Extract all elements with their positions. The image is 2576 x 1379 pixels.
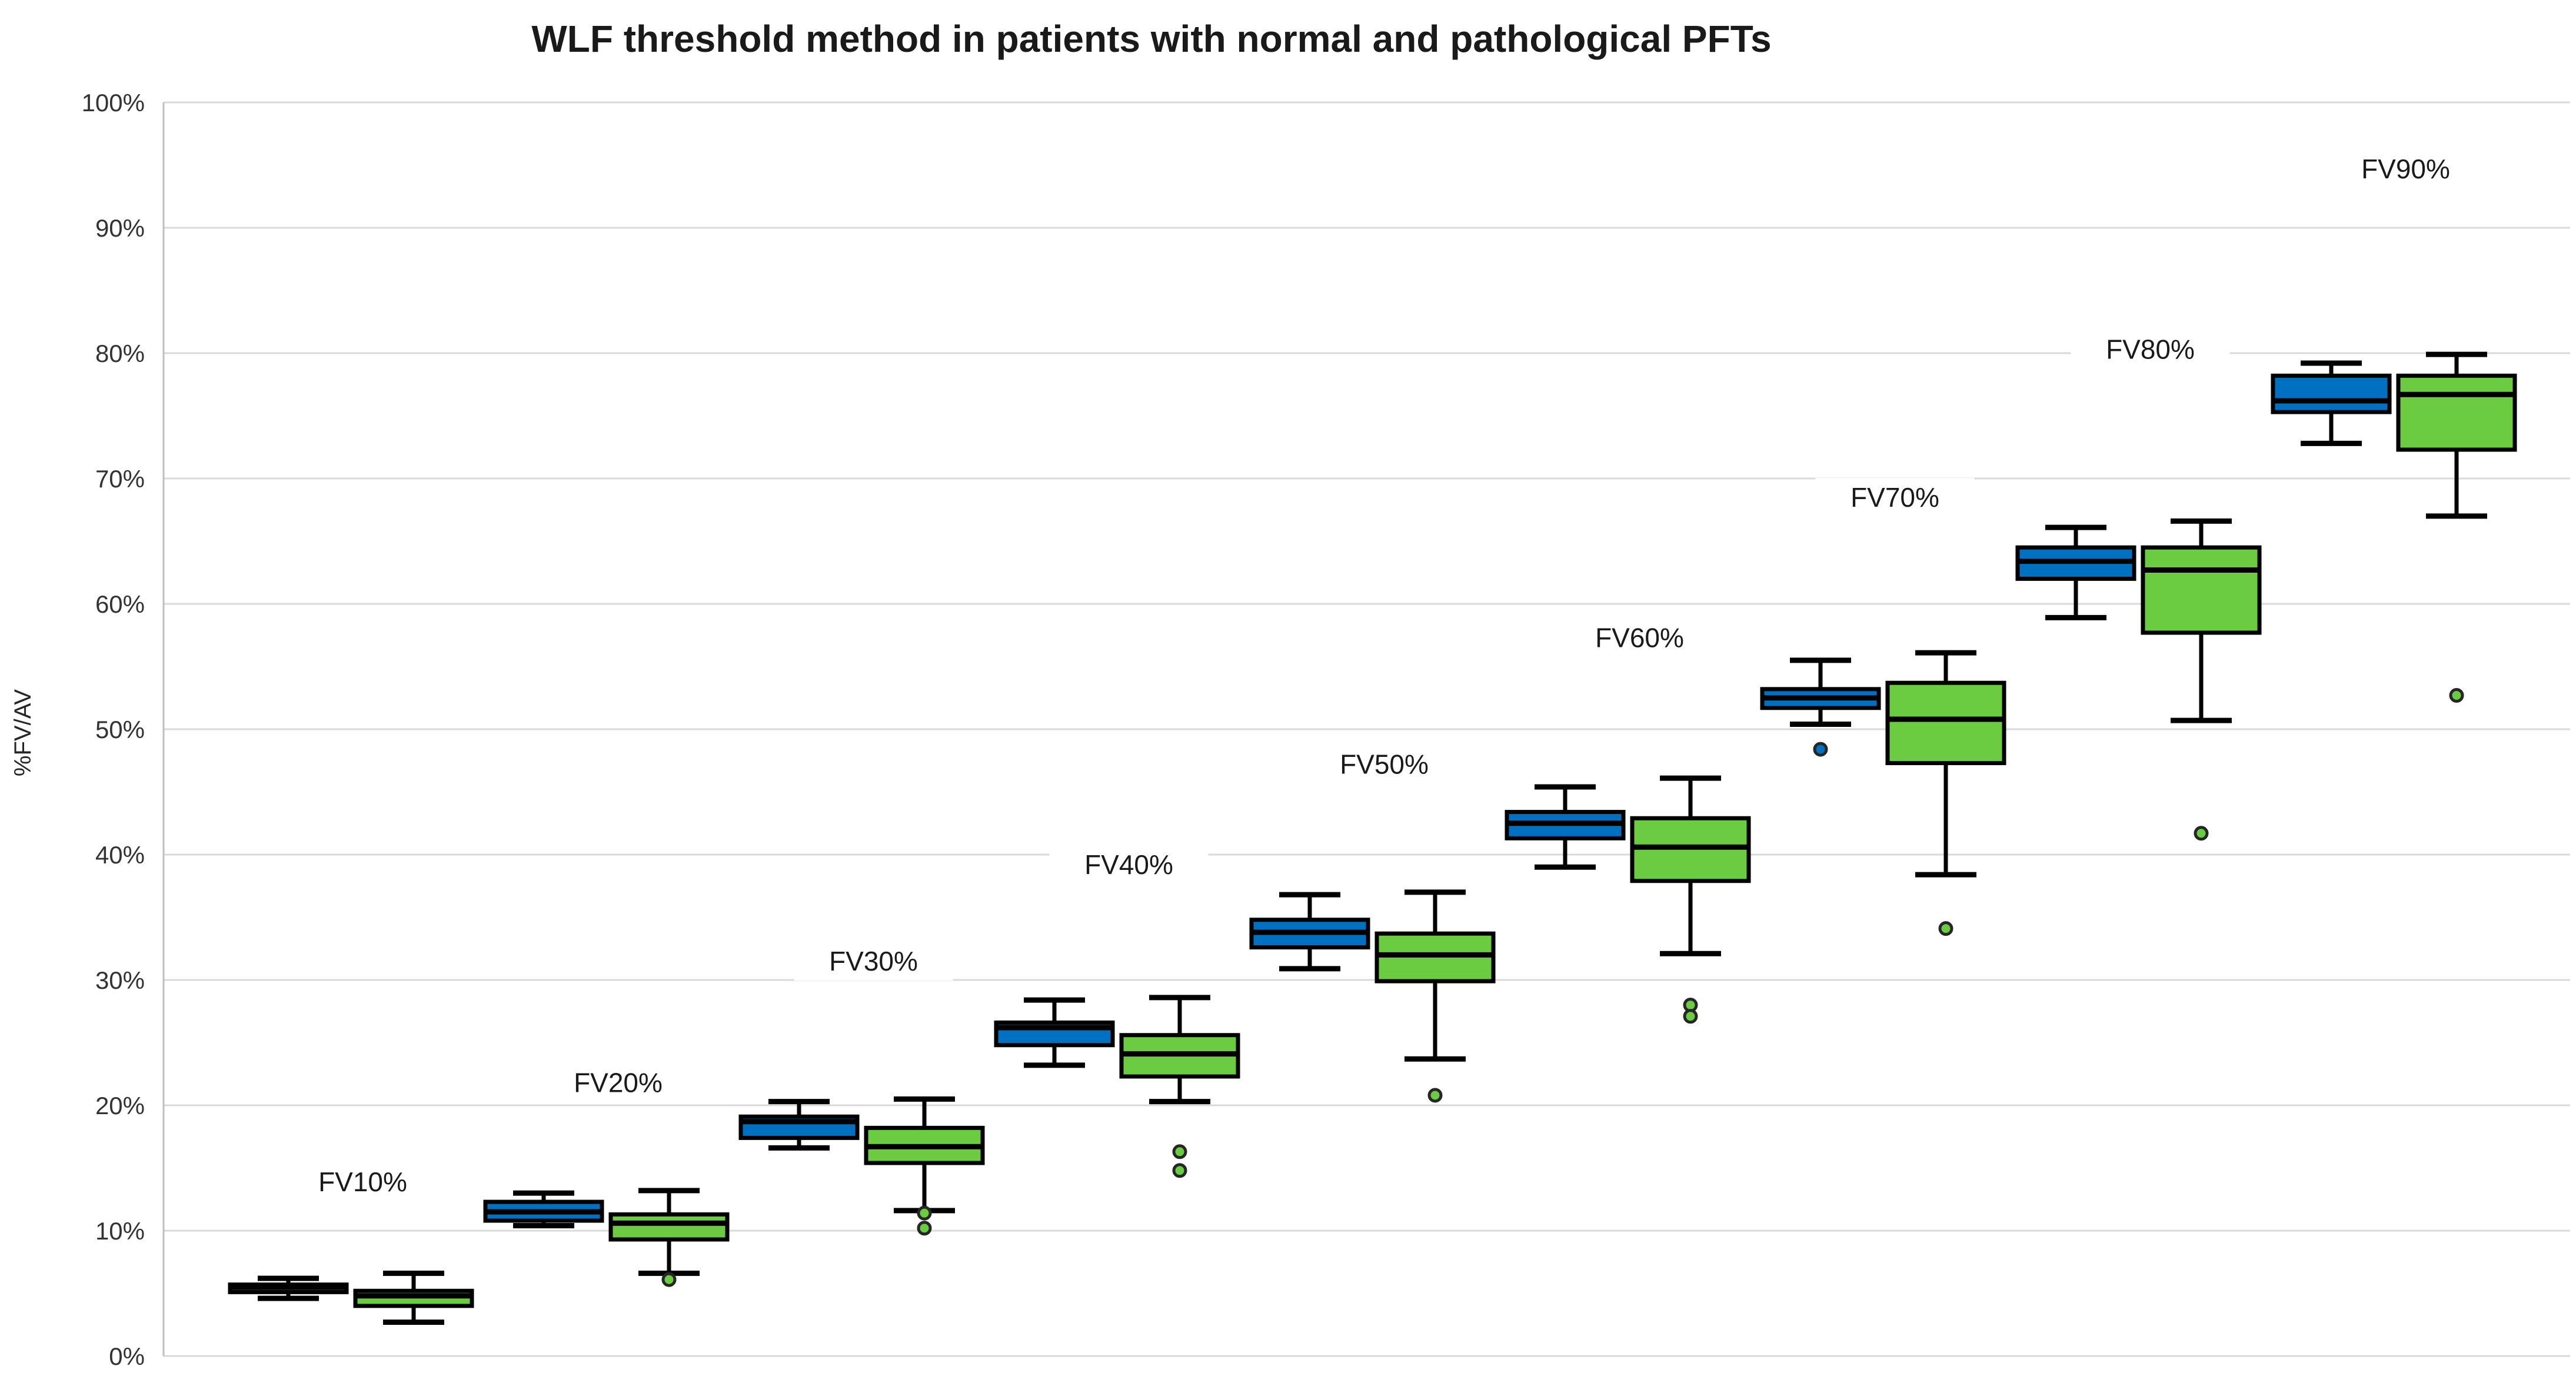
plot-area: 0% 10% 20% 30% 40% 50% 60% 70% 80% 90% 100% FV10% FV…: [82, 89, 2570, 1370]
outlier-dot-1: [661, 1272, 677, 1287]
y-axis-title: %FV/AV: [10, 689, 36, 777]
boxplot-green-FV10%: [353, 1270, 474, 1325]
category-label-FV20%: FV20%: [574, 1068, 663, 1098]
iqr-box: [2396, 373, 2517, 452]
boxplot-blue-FV80%: [2015, 524, 2136, 620]
outlier-dot-2: [1172, 1163, 1187, 1178]
outlier-dot-2: [1683, 1009, 1698, 1024]
category-label-FV30%: FV30%: [829, 946, 918, 976]
outlier-dot-2: [917, 1221, 932, 1236]
category-label-FV10%: FV10%: [318, 1167, 407, 1197]
boxplot-blue-FV70%: [1760, 657, 1881, 757]
boxplot-green-FV50%: [1374, 889, 1496, 1103]
y-tick-label-40%: 40%: [95, 841, 145, 869]
boxplot-blue-FV30%: [738, 1099, 860, 1151]
y-tick-label-100%: 100%: [82, 89, 145, 117]
category-label-FV90%: FV90%: [2361, 154, 2450, 184]
y-tick-label-90%: 90%: [95, 214, 145, 242]
category-label-bg-FV70%: [1815, 477, 1975, 517]
category-label-bg-FV10%: [283, 1162, 442, 1201]
outlier-dot-1: [1813, 742, 1828, 757]
category-label-bg-FV20%: [538, 1063, 698, 1102]
boxplot-green-FV70%: [1885, 650, 2006, 936]
category-label-FV80%: FV80%: [2106, 334, 2195, 365]
y-tick-label-10%: 10%: [95, 1217, 145, 1245]
boxplot-blue-FV50%: [1249, 892, 1370, 972]
outlier-dot-1: [917, 1205, 932, 1221]
outlier-dot-1: [2194, 826, 2209, 841]
y-tick-label-80%: 80%: [95, 340, 145, 367]
outlier-dot-1: [1172, 1144, 1187, 1159]
chart-title: WLF threshold method in patients with no…: [531, 18, 1771, 60]
iqr-box: [2271, 373, 2392, 414]
y-tick-label-0%: 0%: [109, 1343, 145, 1370]
boxplot-green-FV60%: [1630, 775, 1751, 1024]
boxplot-green-FV90%: [2396, 351, 2517, 703]
outlier-dot-1: [1938, 921, 1953, 936]
boxplot-blue-FV10%: [228, 1275, 349, 1301]
category-label-FV70%: FV70%: [1851, 482, 1939, 513]
category-label-bg-FV60%: [1560, 618, 1719, 657]
boxplot-green-FV40%: [1119, 995, 1240, 1178]
y-tick-label-60%: 60%: [95, 590, 145, 618]
boxplot-blue-FV60%: [1505, 784, 1626, 870]
boxplot-green-FV20%: [608, 1188, 730, 1287]
y-tick-label-30%: 30%: [95, 966, 145, 994]
category-label-bg-FV90%: [2326, 149, 2485, 188]
category-label-bg-FV80%: [2071, 330, 2230, 369]
y-tick-label-70%: 70%: [95, 465, 145, 493]
iqr-box: [608, 1212, 730, 1242]
category-label-FV50%: FV50%: [1340, 749, 1429, 780]
category-label-bg-FV30%: [794, 942, 953, 981]
boxplot-green-FV30%: [864, 1096, 985, 1236]
iqr-box: [2141, 545, 2262, 635]
y-tick-label-20%: 20%: [95, 1092, 145, 1119]
category-label-bg-FV50%: [1304, 745, 1464, 784]
outlier-dot-1: [1427, 1088, 1443, 1103]
category-label-bg-FV40%: [1049, 845, 1209, 885]
boxplot-blue-FV20%: [483, 1190, 604, 1228]
category-label-FV40%: FV40%: [1084, 849, 1173, 880]
boxplot-green-FV80%: [2141, 518, 2262, 841]
y-tick-label-50%: 50%: [95, 716, 145, 743]
boxplot-blue-FV90%: [2271, 360, 2392, 446]
category-label-FV60%: FV60%: [1595, 623, 1684, 653]
boxplot-blue-FV40%: [994, 997, 1115, 1068]
iqr-box: [1885, 680, 2006, 766]
outlier-dot-1: [2449, 687, 2464, 703]
